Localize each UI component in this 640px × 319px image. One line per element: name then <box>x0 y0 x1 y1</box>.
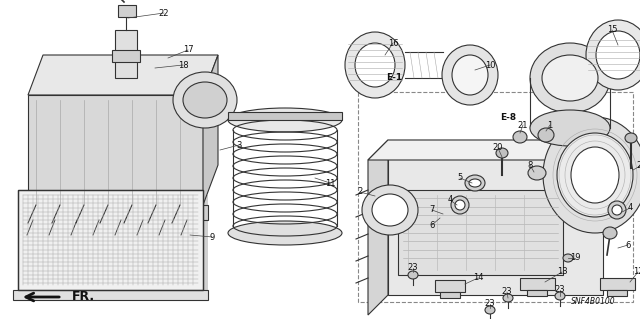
Ellipse shape <box>362 185 418 235</box>
Bar <box>18 190 203 290</box>
Text: 13: 13 <box>557 268 567 277</box>
Ellipse shape <box>469 179 481 187</box>
Polygon shape <box>368 140 388 315</box>
Text: 22: 22 <box>159 9 169 18</box>
Bar <box>18 190 203 290</box>
Ellipse shape <box>513 131 527 143</box>
Text: 23: 23 <box>502 287 512 296</box>
Ellipse shape <box>586 20 640 90</box>
Bar <box>358 92 633 302</box>
Text: 23: 23 <box>555 286 565 294</box>
Polygon shape <box>600 278 635 290</box>
Bar <box>112 50 140 62</box>
Text: 4: 4 <box>627 204 632 212</box>
Text: 2: 2 <box>357 188 363 197</box>
Ellipse shape <box>542 55 598 101</box>
FancyBboxPatch shape <box>607 290 627 296</box>
Ellipse shape <box>452 55 488 95</box>
Bar <box>115 30 137 78</box>
Ellipse shape <box>557 133 633 217</box>
Ellipse shape <box>345 32 405 98</box>
Ellipse shape <box>355 43 395 87</box>
Text: 6: 6 <box>429 220 435 229</box>
Text: SNF4B0100: SNF4B0100 <box>571 298 615 307</box>
Ellipse shape <box>442 45 498 105</box>
Ellipse shape <box>608 201 626 219</box>
Text: 16: 16 <box>388 39 398 48</box>
Ellipse shape <box>571 147 619 203</box>
Ellipse shape <box>372 194 408 226</box>
Ellipse shape <box>503 294 513 302</box>
Text: 8: 8 <box>527 160 532 169</box>
Bar <box>228 112 342 120</box>
Text: 11: 11 <box>324 179 335 188</box>
Text: 23: 23 <box>408 263 419 272</box>
Ellipse shape <box>555 292 565 300</box>
Ellipse shape <box>528 166 546 180</box>
Text: 15: 15 <box>607 26 617 34</box>
Ellipse shape <box>530 43 610 113</box>
Ellipse shape <box>228 221 342 245</box>
Bar <box>118 5 136 17</box>
Text: 20: 20 <box>493 144 503 152</box>
Polygon shape <box>520 278 555 290</box>
Ellipse shape <box>538 128 554 142</box>
Text: 4: 4 <box>447 196 452 204</box>
Bar <box>13 290 208 300</box>
Ellipse shape <box>496 148 508 158</box>
Ellipse shape <box>183 82 227 118</box>
Ellipse shape <box>596 31 640 79</box>
Text: E-8: E-8 <box>500 114 516 122</box>
Text: 17: 17 <box>182 46 193 55</box>
Text: 6: 6 <box>625 241 630 249</box>
Text: 12: 12 <box>633 268 640 277</box>
Polygon shape <box>388 140 603 295</box>
Ellipse shape <box>455 200 465 210</box>
Text: 14: 14 <box>473 273 483 283</box>
FancyBboxPatch shape <box>527 290 547 296</box>
Bar <box>398 190 563 275</box>
FancyBboxPatch shape <box>440 292 460 298</box>
Ellipse shape <box>451 196 469 214</box>
Ellipse shape <box>173 72 237 128</box>
Text: 21: 21 <box>518 121 528 130</box>
Text: 23: 23 <box>484 300 495 308</box>
Text: FR.: FR. <box>72 291 95 303</box>
Text: 7: 7 <box>429 205 435 214</box>
Text: 10: 10 <box>484 61 495 70</box>
Text: 9: 9 <box>209 233 214 241</box>
Polygon shape <box>28 95 203 205</box>
Text: 3: 3 <box>236 140 242 150</box>
Bar <box>23 195 208 295</box>
Text: 19: 19 <box>570 254 580 263</box>
Ellipse shape <box>465 175 485 191</box>
Polygon shape <box>368 140 603 160</box>
Ellipse shape <box>543 117 640 233</box>
Ellipse shape <box>485 306 495 314</box>
Text: E-1: E-1 <box>386 73 402 83</box>
Ellipse shape <box>408 271 418 279</box>
Polygon shape <box>435 280 465 292</box>
Polygon shape <box>28 55 218 95</box>
Text: 1: 1 <box>547 121 552 130</box>
Polygon shape <box>203 55 218 205</box>
Text: 18: 18 <box>178 61 188 70</box>
Ellipse shape <box>625 133 637 143</box>
Ellipse shape <box>228 108 342 132</box>
Ellipse shape <box>530 110 610 146</box>
Text: 5: 5 <box>458 174 463 182</box>
Polygon shape <box>23 205 208 220</box>
Ellipse shape <box>612 205 622 215</box>
Ellipse shape <box>563 254 573 262</box>
Text: 20: 20 <box>637 160 640 169</box>
Ellipse shape <box>603 227 617 239</box>
